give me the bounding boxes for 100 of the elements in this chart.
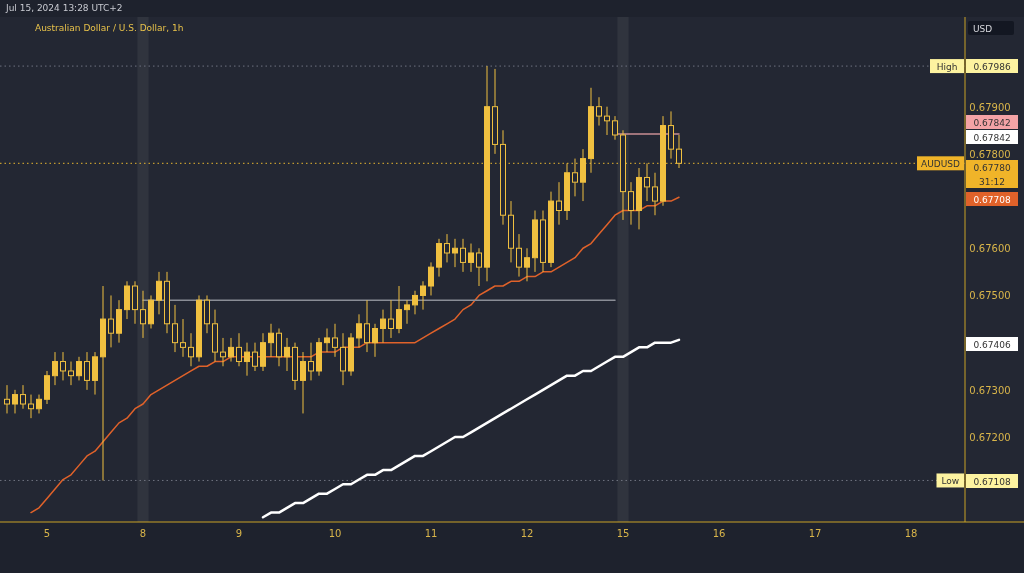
candlestick	[508, 200, 514, 263]
x-tick-label: 16	[712, 528, 726, 539]
y-tick-label: 0.67600	[969, 243, 1011, 255]
y-tick-label: 0.67300	[969, 384, 1011, 396]
candlestick	[572, 158, 578, 197]
text: 0.67986	[973, 62, 1011, 72]
candlestick	[524, 247, 530, 282]
text: 31:12	[979, 177, 1005, 187]
candlestick	[276, 328, 282, 367]
candlestick	[340, 332, 346, 386]
candlestick	[660, 115, 666, 207]
candlestick	[172, 304, 178, 353]
x-tick-label: 8	[139, 528, 147, 539]
candlestick	[332, 323, 338, 358]
candlestick	[564, 162, 570, 221]
candlestick	[124, 280, 130, 320]
y-tick-label: 0.67200	[969, 432, 1011, 444]
candlestick	[292, 342, 298, 391]
candlestick	[4, 384, 10, 414]
y-tick-label: 0.67800	[969, 148, 1011, 160]
text: 0.67842	[973, 118, 1011, 128]
candlestick	[300, 351, 306, 414]
candlestick	[356, 313, 362, 348]
x-tick-label: 5	[43, 528, 51, 539]
candlestick	[68, 361, 74, 386]
text: 0.67406	[973, 340, 1011, 350]
y-tick-label: 0.67500	[969, 290, 1011, 302]
candlestick	[412, 290, 418, 315]
candlestick	[348, 332, 354, 377]
candlestick	[236, 332, 242, 367]
candlestick	[188, 332, 194, 367]
text: 0.67108	[973, 477, 1011, 487]
candlestick	[476, 247, 482, 287]
candlestick	[636, 167, 642, 230]
candlestick	[620, 129, 626, 221]
candlestick	[500, 129, 506, 226]
candlestick	[108, 294, 114, 348]
candlestick	[204, 294, 210, 334]
candlestick	[28, 394, 34, 419]
candlestick	[364, 299, 370, 353]
candlestick	[420, 280, 426, 311]
candlestick	[20, 384, 26, 410]
candlestick	[60, 351, 66, 381]
candlestick	[324, 328, 330, 353]
candlestick	[116, 299, 122, 344]
candlestick	[12, 389, 18, 414]
candlestick	[436, 238, 442, 278]
y-tick-label: 0.67900	[969, 101, 1011, 113]
ref-line-label: Low	[941, 476, 960, 487]
candlestick	[372, 323, 378, 358]
candlestick	[180, 318, 186, 358]
candlestick	[460, 238, 466, 273]
candlestick	[252, 342, 258, 372]
candlestick	[100, 285, 106, 481]
candlestick	[212, 309, 218, 363]
text: 0.67842	[973, 133, 1011, 143]
candlestick	[76, 356, 82, 381]
candlestick	[196, 294, 202, 363]
candlestick	[404, 299, 410, 325]
candlestick	[92, 351, 98, 396]
candlestick	[644, 162, 650, 202]
candlestick	[84, 351, 90, 391]
candlestick	[484, 65, 490, 282]
candlestick	[604, 106, 610, 136]
candlestick	[132, 280, 138, 325]
text: Australian Dollar / U.S. Dollar, 1h	[35, 23, 184, 33]
candlestick	[164, 271, 170, 334]
x-tick-label: 11	[424, 528, 438, 539]
candlestick	[36, 394, 42, 414]
candlestick	[540, 210, 546, 273]
candlestick	[220, 337, 226, 367]
text: 0.67780	[973, 163, 1011, 173]
candlestick	[676, 134, 682, 169]
candlestick	[444, 233, 450, 263]
candlestick	[596, 96, 602, 127]
candlestick	[244, 342, 250, 377]
candlestick	[628, 181, 634, 226]
candlestick	[380, 309, 386, 344]
candlestick	[268, 323, 274, 358]
candlestick	[308, 342, 314, 381]
candlestick	[52, 351, 58, 386]
candlestick	[492, 68, 498, 155]
candlestick	[556, 181, 562, 226]
x-tick-label: 18	[904, 528, 918, 539]
x-tick-label: 12	[520, 528, 534, 539]
ref-line-label: High	[936, 62, 958, 73]
candlestick	[428, 261, 434, 296]
candlestick	[260, 332, 266, 372]
candlestick	[140, 290, 146, 339]
candlestick	[156, 271, 162, 315]
candlestick	[612, 115, 618, 141]
candlestick	[284, 337, 290, 372]
candlestick	[228, 337, 234, 363]
candlestick	[396, 285, 402, 334]
candlestick	[468, 243, 474, 273]
candlestick	[668, 110, 674, 160]
chart-subtitle: Jul 15, 2024 13:28 UTC+2	[5, 3, 123, 13]
candlestick	[652, 172, 658, 216]
candlestick	[316, 337, 322, 377]
x-tick-label: 10	[328, 528, 342, 539]
